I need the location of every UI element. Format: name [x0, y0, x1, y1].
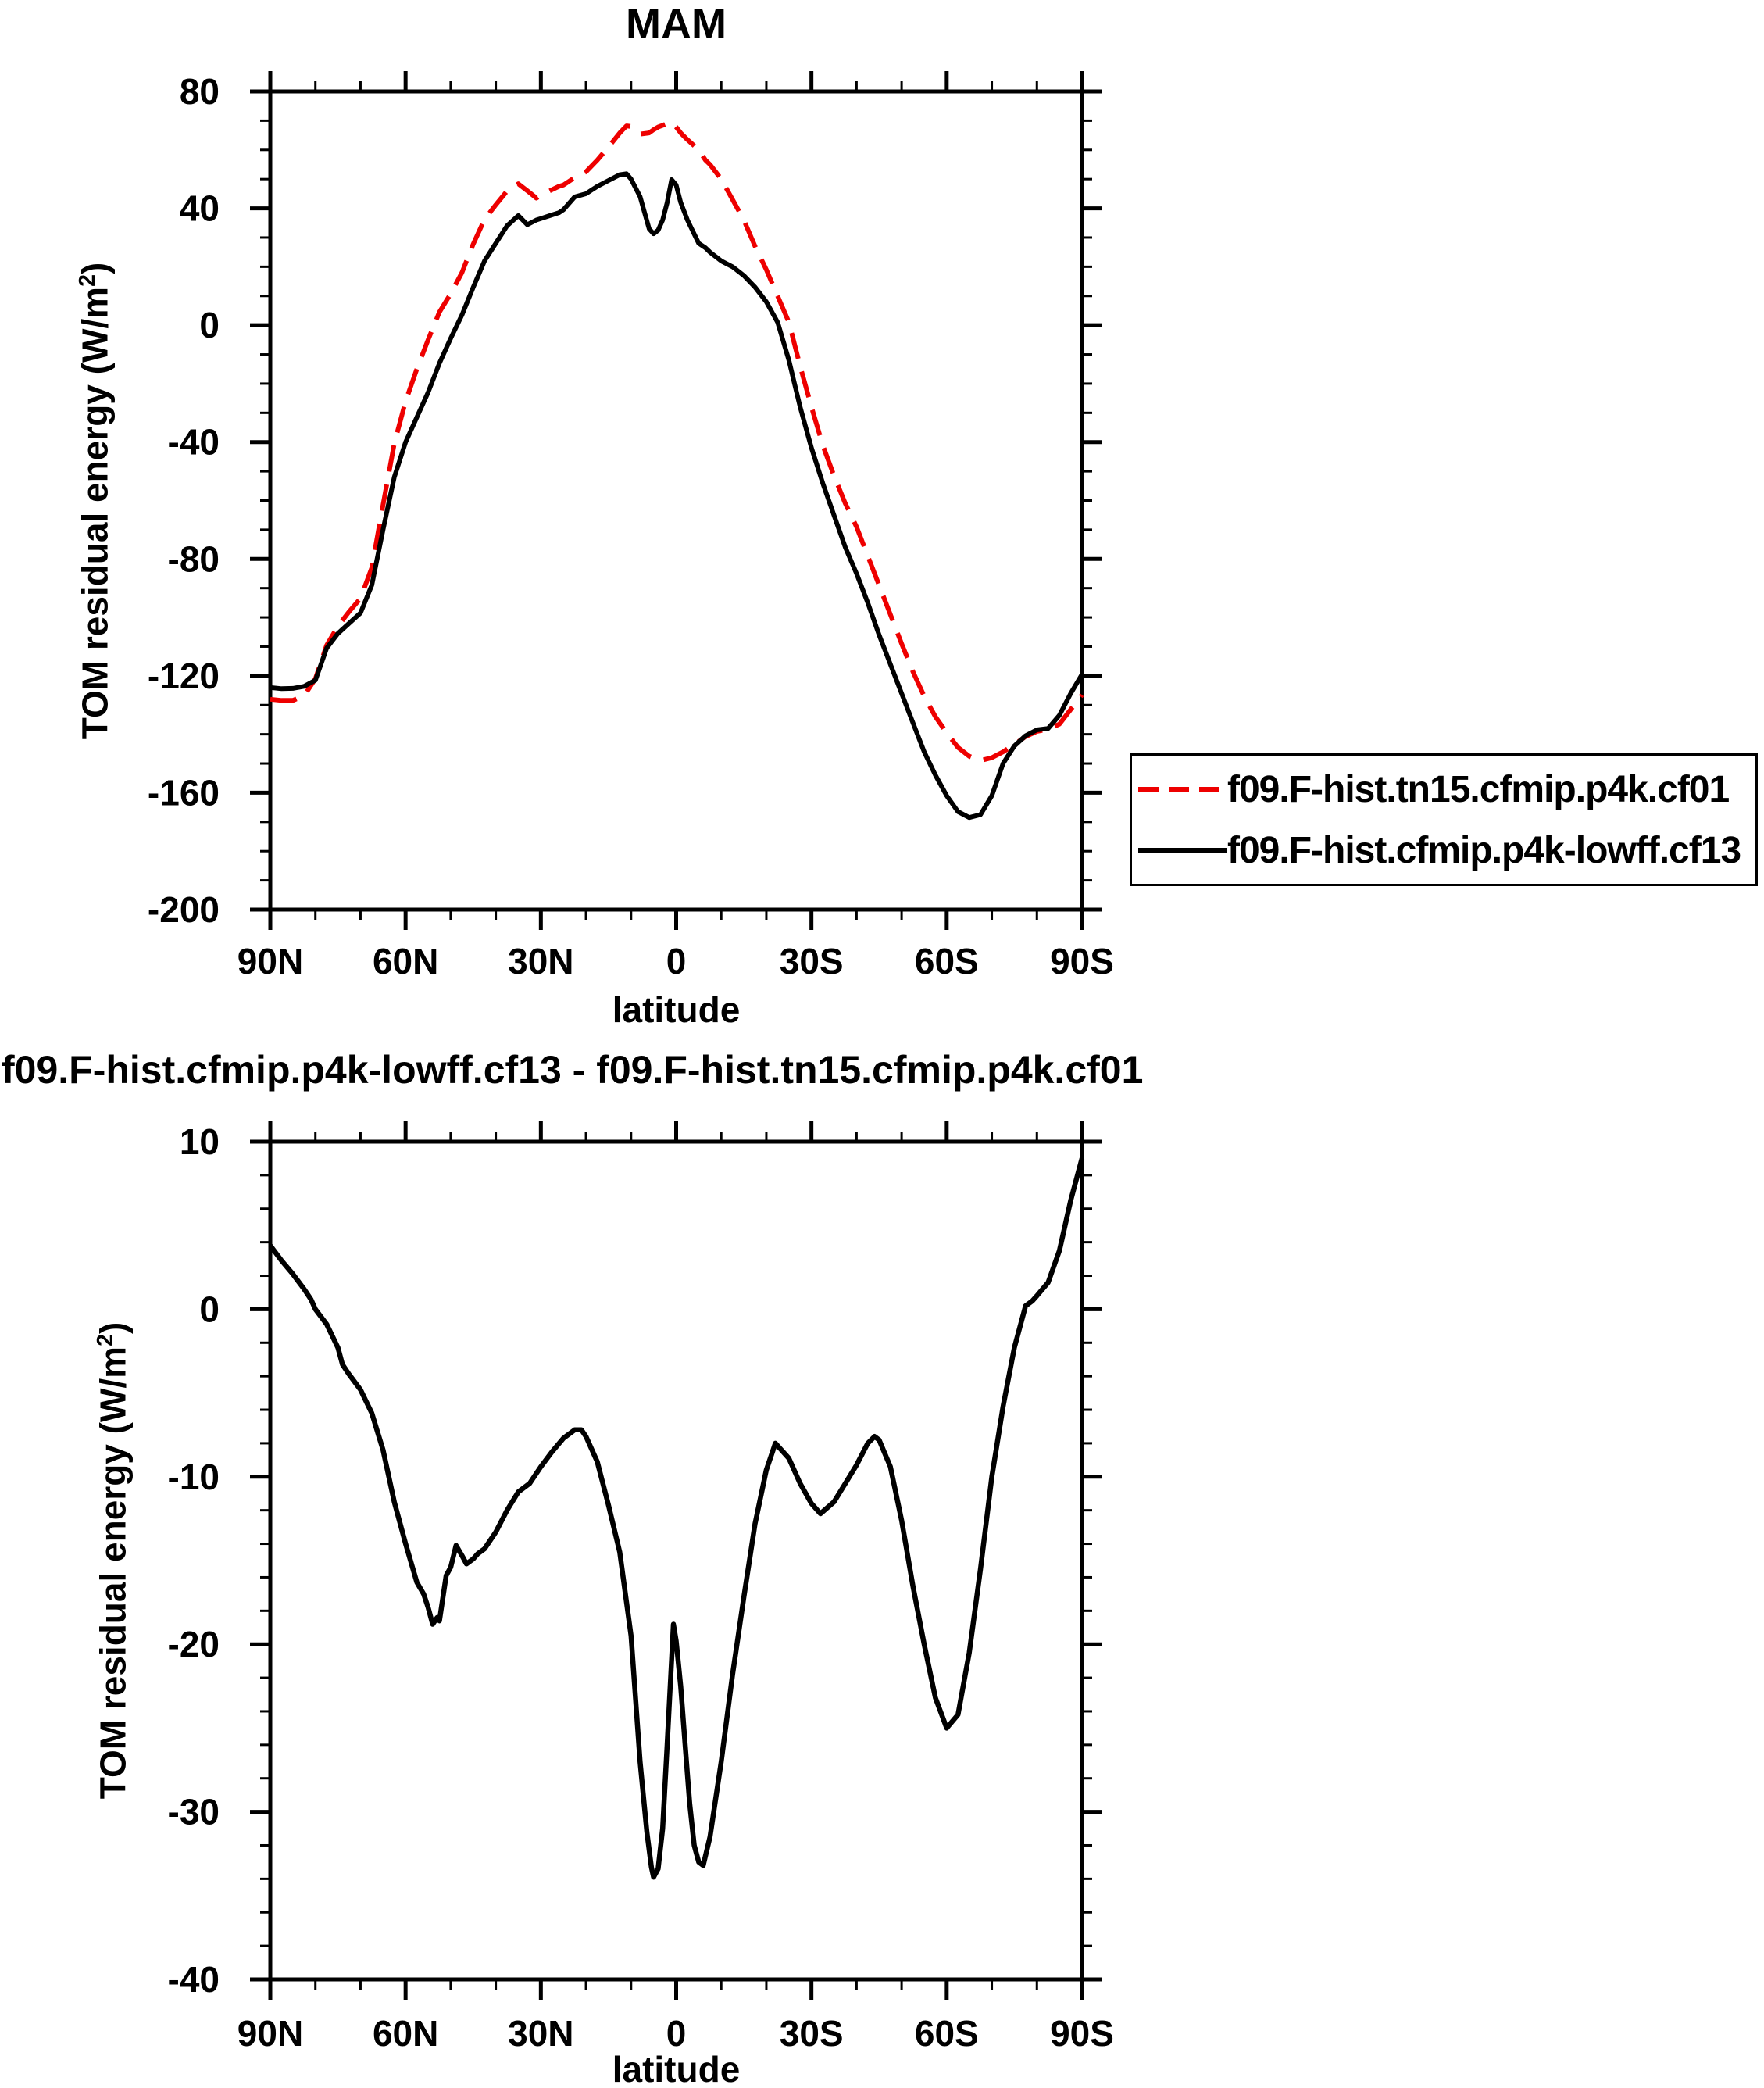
- y-tick-label: 40: [180, 188, 220, 229]
- chart-1-ticks: [250, 71, 1102, 930]
- chart-1-axis-box: [268, 89, 1084, 912]
- x-tick-label: 90S: [1050, 941, 1114, 981]
- legend-red-dashed-line-sample: [1138, 787, 1227, 792]
- chart-1-series-line-0: [270, 120, 1084, 763]
- chart1-y-axis-label-text: TOM residual energy (W/m: [74, 286, 116, 740]
- y-tick-label: -200: [148, 889, 220, 930]
- chart2-title: f09.F-hist.cfmip.p4k-lowff.cf13 - f09.F-…: [2, 1048, 1144, 1092]
- chart-2: 90N 60N 30N 0 30S 60S 90S 10 0 -10 -20 -30 -40: [168, 1121, 1114, 2054]
- y-tick-label: -120: [148, 656, 220, 696]
- chart-1-y-tick-labels: 80 40 0 -40 -80 -120 -160 -200: [148, 71, 220, 930]
- x-tick-label: 0: [666, 941, 687, 981]
- chart1-title: MAM: [626, 1, 727, 48]
- chart-1: 90N 60N 30N 0 30S 60S 90S 80 40 0 -40 -80 -120 -160 -2…: [148, 71, 1114, 981]
- chart-2-ticks: [250, 1121, 1102, 2000]
- chart-1-x-tick-labels: 90N 60N 30N 0 30S 60S 90S: [237, 941, 1114, 981]
- y-tick-label: -30: [168, 1792, 220, 1832]
- y-tick-label: -80: [168, 538, 220, 579]
- legend-box: f09.F-hist.tn15.cfmip.p4k.cf01 f09.F-his…: [1130, 753, 1758, 886]
- chart2-y-axis-label-superscript: 2: [93, 1334, 118, 1346]
- chart-2-y-tick-labels: 10 0 -10 -20 -30 -40: [168, 1121, 220, 2000]
- chart-1-series-line-1: [270, 171, 1084, 821]
- x-tick-label: 30S: [780, 941, 844, 981]
- chart1-y-axis-label-superscript: 2: [75, 274, 100, 287]
- x-tick-label: 90N: [237, 2013, 303, 2054]
- x-tick-label: 90S: [1050, 2013, 1114, 2054]
- legend-label-black-series: f09.F-hist.cfmip.p4k-lowff.cf13: [1227, 829, 1741, 871]
- chart2-y-axis-label-suffix: ): [92, 1321, 134, 1335]
- x-tick-label: 60N: [373, 941, 438, 981]
- x-tick-label: 0: [666, 2013, 687, 2054]
- chart2-x-axis-label: latitude: [612, 2049, 741, 2088]
- chart-2-series-line-0: [268, 1157, 1085, 1880]
- x-tick-label: 90N: [237, 941, 303, 981]
- legend-black-solid-line-sample: [1138, 848, 1227, 853]
- legend-row-black-solid: f09.F-hist.cfmip.p4k-lowff.cf13: [1138, 825, 1755, 875]
- legend-row-red-dashed: f09.F-hist.tn15.cfmip.p4k.cf01: [1138, 764, 1755, 814]
- chart-2-axis-box: [268, 1139, 1084, 1982]
- y-tick-label: -20: [168, 1624, 220, 1664]
- chart2-y-axis-label-text: TOM residual energy (W/m: [92, 1346, 134, 1800]
- y-tick-label: -40: [168, 1959, 220, 2000]
- x-tick-label: 60N: [373, 2013, 438, 2054]
- x-tick-label: 30N: [508, 2013, 573, 2054]
- chart1-y-axis-label: TOM residual energy (W/m2): [66, 71, 115, 931]
- y-tick-label: -40: [168, 422, 220, 463]
- chart1-y-axis-label-suffix: ): [74, 262, 116, 275]
- y-tick-label: 10: [180, 1121, 220, 1162]
- x-tick-label: 60S: [915, 941, 979, 981]
- y-tick-label: 0: [199, 1289, 220, 1329]
- x-tick-label: 60S: [915, 2013, 979, 2054]
- x-tick-label: 30S: [780, 2013, 844, 2054]
- x-tick-label: 30N: [508, 941, 573, 981]
- chart2-y-axis-label: TOM residual energy (W/m2): [84, 1131, 133, 1990]
- y-tick-label: 0: [199, 305, 220, 345]
- y-tick-label: -160: [148, 772, 220, 813]
- y-tick-label: 80: [180, 71, 220, 112]
- y-tick-label: -10: [168, 1457, 220, 1497]
- legend-label-red-series: f09.F-hist.tn15.cfmip.p4k.cf01: [1227, 768, 1730, 810]
- chart1-x-axis-label: latitude: [612, 989, 741, 1030]
- chart-2-x-tick-labels: 90N 60N 30N 0 30S 60S 90S: [237, 2013, 1114, 2054]
